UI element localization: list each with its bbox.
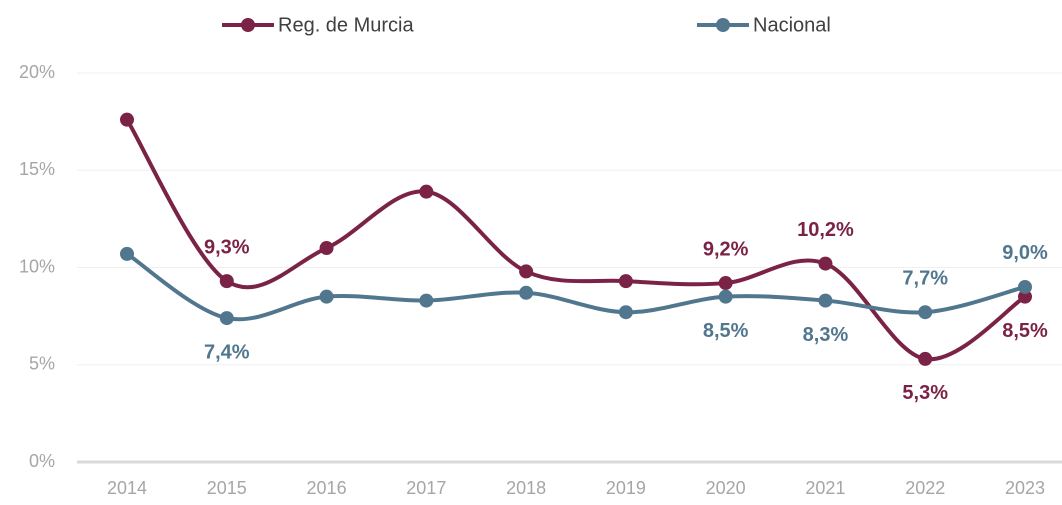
data-point — [618, 305, 633, 320]
legend-label: Reg. de Murcia — [278, 14, 414, 36]
data-label: 8,3% — [803, 324, 849, 346]
y-tick-label: 20% — [19, 62, 55, 82]
data-point — [419, 184, 434, 199]
data-label: 5,3% — [902, 382, 948, 404]
data-point — [219, 274, 234, 289]
data-point — [319, 241, 334, 256]
data-label: 7,4% — [204, 341, 250, 363]
data-point — [120, 112, 134, 127]
data-point — [1018, 279, 1032, 294]
data-point — [519, 285, 534, 300]
y-tick-label: 10% — [19, 256, 55, 276]
x-tick-label: 2023 — [1005, 478, 1045, 498]
data-point — [618, 274, 633, 289]
data-point — [718, 276, 733, 291]
data-label: 10,2% — [797, 219, 854, 241]
data-point — [419, 293, 434, 308]
data-point — [1018, 289, 1032, 304]
legend-marker — [241, 18, 255, 32]
data-point — [519, 264, 534, 279]
data-point — [718, 289, 733, 304]
data-point — [818, 256, 833, 271]
x-tick-label: 2019 — [606, 478, 646, 498]
y-tick-label: 5% — [29, 354, 55, 374]
data-label: 9,0% — [1002, 242, 1048, 264]
y-tick-label: 0% — [29, 451, 55, 471]
legend-label: Nacional — [753, 14, 831, 36]
data-label: 8,5% — [1002, 320, 1048, 342]
data-point — [219, 311, 234, 326]
x-tick-label: 2017 — [406, 478, 446, 498]
x-tick-label: 2022 — [905, 478, 945, 498]
x-tick-label: 2015 — [207, 478, 247, 498]
x-tick-label: 2021 — [805, 478, 845, 498]
series-line — [125, 252, 1026, 322]
data-label: 9,2% — [703, 238, 749, 260]
data-point — [918, 305, 933, 320]
data-label: 7,7% — [902, 268, 948, 290]
data-point — [918, 351, 933, 366]
series-line — [125, 118, 1027, 362]
legend-marker — [716, 18, 730, 32]
x-tick-label: 2018 — [506, 478, 546, 498]
x-tick-label: 2014 — [107, 478, 147, 498]
y-tick-label: 15% — [19, 159, 55, 179]
x-tick-label: 2020 — [706, 478, 746, 498]
data-label: 8,5% — [703, 320, 749, 342]
data-point — [120, 246, 134, 261]
data-point — [319, 289, 334, 304]
data-point — [818, 293, 833, 308]
data-label: 9,3% — [204, 236, 250, 258]
x-tick-label: 2016 — [307, 478, 347, 498]
